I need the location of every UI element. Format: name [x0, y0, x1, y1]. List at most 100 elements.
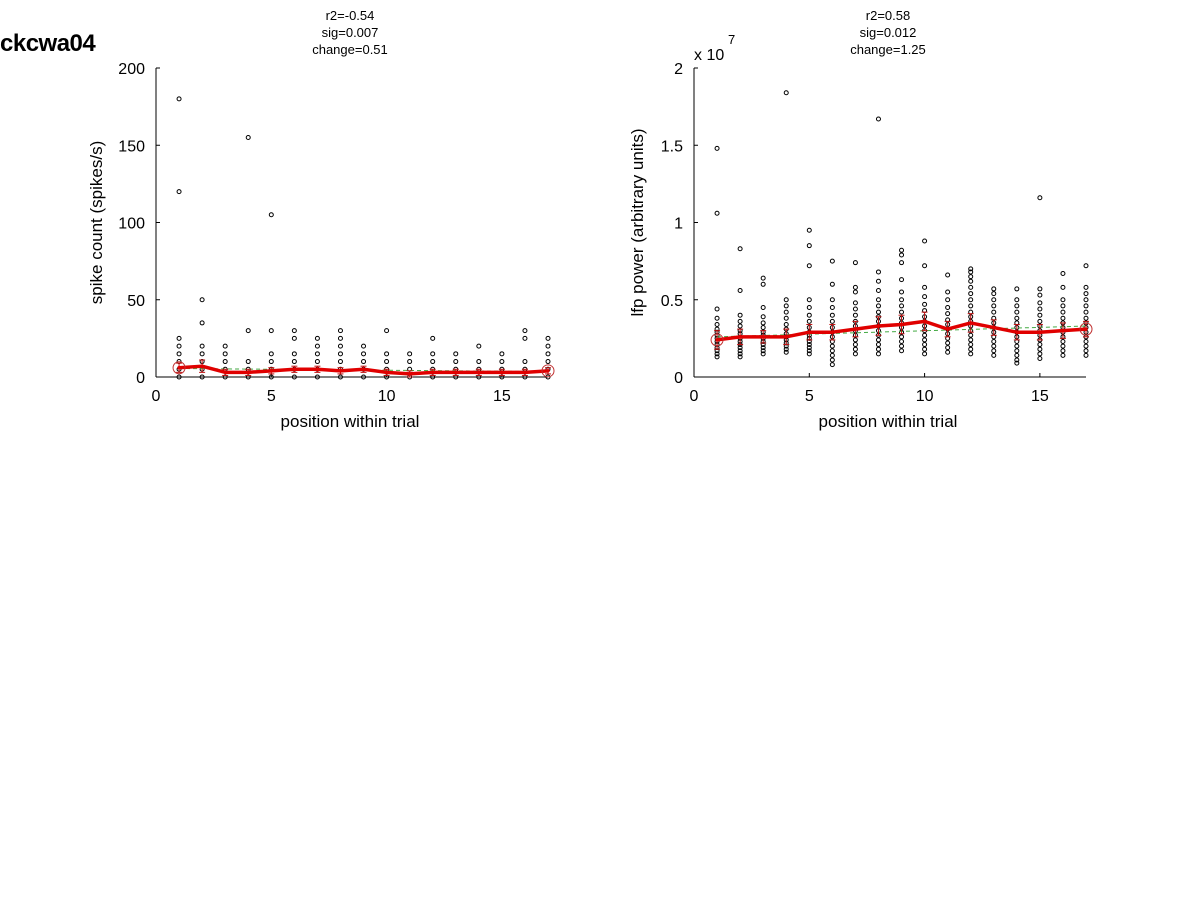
data-point [829, 297, 835, 303]
y-tick-label: 200 [118, 61, 145, 78]
data-point [337, 343, 343, 349]
data-point [806, 318, 812, 324]
data-point [760, 325, 766, 331]
data-point [968, 337, 974, 343]
data-point [268, 374, 274, 380]
data-point [945, 272, 951, 278]
data-point [314, 374, 320, 380]
data-point [737, 354, 743, 360]
data-point [1037, 342, 1043, 348]
data-point [945, 349, 951, 355]
data-point [760, 314, 766, 320]
data-point [737, 345, 743, 351]
mean-end-marker [172, 361, 186, 375]
data-point [991, 291, 997, 297]
data-point [1083, 338, 1089, 344]
data-point [899, 348, 905, 354]
data-point [714, 145, 720, 151]
data-point [968, 297, 974, 303]
data-point [968, 351, 974, 357]
data-point [760, 281, 766, 287]
x-tick-label: 0 [690, 388, 699, 405]
y-exponent-label: x 10 [694, 47, 724, 64]
y-tick-label: 1.5 [661, 138, 683, 155]
data-point [1014, 297, 1020, 303]
data-point [199, 297, 205, 303]
data-point [522, 359, 528, 365]
data-point [176, 335, 182, 341]
data-point [1037, 346, 1043, 352]
mean-line [177, 364, 550, 376]
data-point [199, 320, 205, 326]
data-point [922, 342, 928, 348]
data-point [852, 337, 858, 343]
data-point [176, 96, 182, 102]
data-point [1060, 352, 1066, 358]
data-point [875, 346, 881, 352]
data-point [714, 210, 720, 216]
x-tick-label: 5 [805, 388, 814, 405]
mean-end-marker [1079, 322, 1093, 336]
stats-line: sig=0.007 [322, 25, 379, 40]
data-point [875, 269, 881, 275]
data-point [361, 351, 367, 357]
data-point [1060, 338, 1066, 344]
data-point [222, 343, 228, 349]
data-point [384, 328, 390, 334]
data-point [430, 335, 436, 341]
data-point [199, 343, 205, 349]
data-point [199, 351, 205, 357]
data-point [760, 351, 766, 357]
data-point [1083, 315, 1089, 321]
data-point [829, 357, 835, 363]
data-point [545, 351, 551, 357]
data-point [245, 328, 251, 334]
x-tick-label: 10 [378, 388, 396, 405]
data-point [1014, 360, 1020, 366]
data-point [1014, 343, 1020, 349]
data-point [499, 359, 505, 365]
data-point [176, 189, 182, 195]
data-point [922, 263, 928, 269]
y-tick-label: 100 [118, 216, 145, 233]
data-point [1083, 348, 1089, 354]
data-point [968, 284, 974, 290]
data-point [806, 297, 812, 303]
data-point [476, 359, 482, 365]
x-tick-label: 15 [1031, 388, 1049, 405]
data-point [314, 359, 320, 365]
data-point [760, 348, 766, 354]
data-point [899, 260, 905, 266]
data-point [291, 374, 297, 380]
data-point [991, 297, 997, 303]
data-point [991, 286, 997, 292]
data-point [783, 321, 789, 327]
y-tick-label: 0.5 [661, 293, 683, 310]
data-point [545, 359, 551, 365]
data-point [922, 238, 928, 244]
data-point [1014, 303, 1020, 309]
data-point [783, 315, 789, 321]
data-point [806, 348, 812, 354]
data-point [991, 343, 997, 349]
data-point [1060, 284, 1066, 290]
stats-line: sig=0.012 [860, 25, 917, 40]
data-point [922, 346, 928, 352]
data-point [522, 328, 528, 334]
x-tick-label: 15 [493, 388, 511, 405]
data-point [1083, 297, 1089, 303]
data-point [783, 297, 789, 303]
data-point [737, 287, 743, 293]
x-axis-label: position within trial [819, 412, 958, 431]
data-point [899, 277, 905, 283]
data-point [361, 359, 367, 365]
data-point [852, 342, 858, 348]
data-point [991, 338, 997, 344]
data-point [476, 343, 482, 349]
data-point [852, 260, 858, 266]
data-point [314, 351, 320, 357]
data-point [384, 359, 390, 365]
data-point [875, 287, 881, 293]
y-axis-label: lfp power (arbitrary units) [628, 128, 647, 316]
